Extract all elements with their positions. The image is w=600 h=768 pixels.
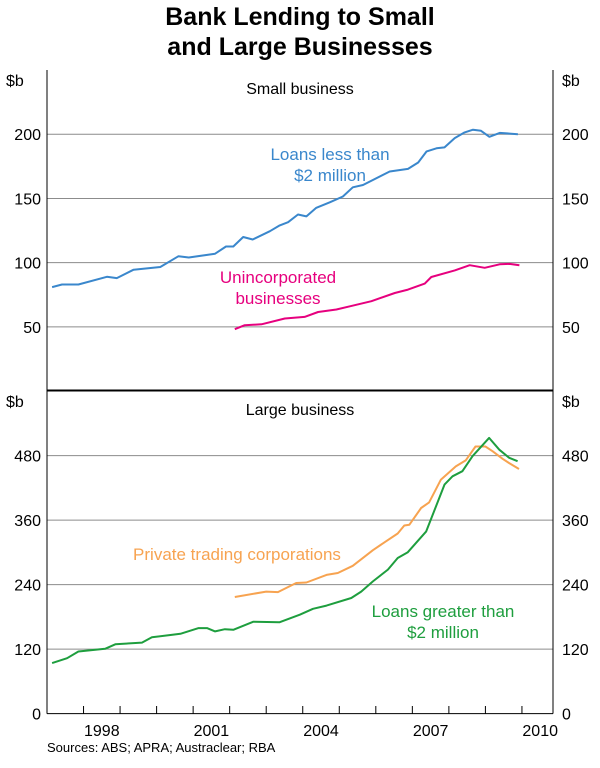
y-tick-label-left: 200 xyxy=(14,127,41,144)
y-tick-label-right: 150 xyxy=(562,191,589,208)
y-tick-label-right: 480 xyxy=(562,449,589,466)
x-tick-label: 2007 xyxy=(413,723,449,740)
unit-label-left: $b xyxy=(6,394,24,411)
x-tick-label: 2004 xyxy=(303,723,339,740)
series-label: businesses xyxy=(235,289,320,308)
y-tick-label-left: 360 xyxy=(14,513,41,530)
y-tick-label-left: 100 xyxy=(14,256,41,273)
x-tick-label: 2001 xyxy=(194,723,230,740)
unit-label-left: $b xyxy=(6,73,24,90)
chart-title: Bank Lending to Small and Large Business… xyxy=(0,2,600,62)
series-line xyxy=(234,445,520,598)
title-line-2: and Large Businesses xyxy=(167,33,433,61)
series-label: $2 million xyxy=(407,623,479,642)
series-line xyxy=(51,436,518,665)
series-label: Loans greater than xyxy=(372,602,515,621)
x-tick-label: 1998 xyxy=(84,723,120,740)
panel-title: Small business xyxy=(246,81,354,98)
series-label: Unincorporated xyxy=(220,268,336,287)
sources-note: Sources: ABS; APRA; Austraclear; RBA xyxy=(47,740,276,755)
y-tick-label-right: 0 xyxy=(562,707,571,724)
y-tick-label-left: 50 xyxy=(23,320,41,337)
series-label: Private trading corporations xyxy=(133,545,341,564)
y-tick-label-right: 360 xyxy=(562,513,589,530)
unit-label-right: $b xyxy=(562,73,580,90)
y-tick-label-left: 150 xyxy=(14,191,41,208)
series-label: $2 million xyxy=(294,166,366,185)
series-line xyxy=(234,262,520,331)
y-tick-label-right: 240 xyxy=(562,578,589,595)
series-line xyxy=(51,128,518,289)
x-tick-label: 2010 xyxy=(522,723,558,740)
y-tick-label-right: 200 xyxy=(562,127,589,144)
y-tick-label-right: 100 xyxy=(562,256,589,273)
y-tick-label-right: 50 xyxy=(562,320,580,337)
y-tick-label-left: 480 xyxy=(14,449,41,466)
y-tick-label-left: 0 xyxy=(32,707,41,724)
y-tick-label-left: 120 xyxy=(14,642,41,659)
panel-title: Large business xyxy=(246,402,355,419)
y-tick-label-right: 120 xyxy=(562,642,589,659)
unit-label-right: $b xyxy=(562,394,580,411)
y-tick-label-left: 240 xyxy=(14,578,41,595)
title-line-1: Bank Lending to Small xyxy=(165,3,435,31)
series-label: Loans less than xyxy=(270,145,389,164)
